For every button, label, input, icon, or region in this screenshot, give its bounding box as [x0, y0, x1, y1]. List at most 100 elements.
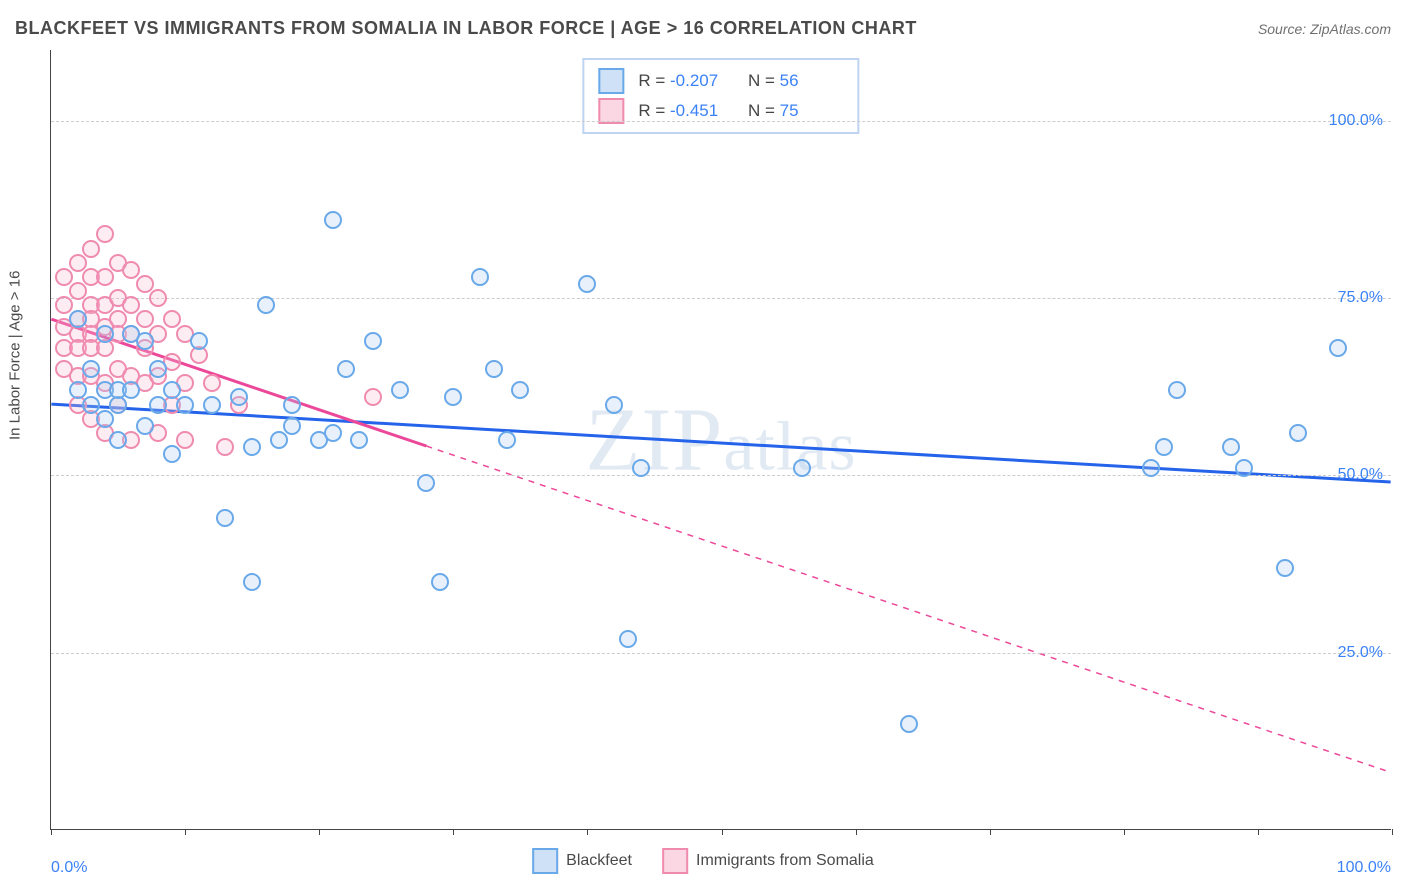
- data-point: [149, 360, 167, 378]
- r-value-2: -0.451: [670, 101, 734, 121]
- data-point: [350, 431, 368, 449]
- data-point: [82, 360, 100, 378]
- data-point: [1155, 438, 1173, 456]
- data-point: [1329, 339, 1347, 357]
- data-point: [203, 396, 221, 414]
- data-point: [605, 396, 623, 414]
- source-label: Source: ZipAtlas.com: [1258, 21, 1391, 37]
- legend-swatch-2: [662, 848, 688, 874]
- legend-bottom: Blackfeet Immigrants from Somalia: [532, 848, 874, 874]
- data-point: [216, 509, 234, 527]
- xtick-label-min: 0.0%: [51, 859, 87, 877]
- data-point: [793, 459, 811, 477]
- data-point: [190, 332, 208, 350]
- data-point: [122, 296, 140, 314]
- legend-label-1: Blackfeet: [566, 852, 632, 870]
- plot-area: ZIPatlas R = -0.207 N = 56 R = -0.451 N …: [50, 50, 1391, 830]
- data-point: [149, 396, 167, 414]
- stats-row-1: R = -0.207 N = 56: [598, 66, 843, 96]
- r-label-2: R =: [638, 101, 665, 120]
- legend-label-2: Immigrants from Somalia: [696, 852, 874, 870]
- n-label-1: N =: [748, 71, 775, 90]
- swatch-series-1: [598, 68, 624, 94]
- ytick-label: 100.0%: [1329, 112, 1383, 130]
- chart-container: In Labor Force | Age > 16 ZIPatlas R = -…: [15, 50, 1391, 878]
- xtick: [1124, 829, 1125, 835]
- data-point: [485, 360, 503, 378]
- xtick: [990, 829, 991, 835]
- data-point: [511, 381, 529, 399]
- data-point: [243, 438, 261, 456]
- gridline: [51, 653, 1391, 654]
- data-point: [96, 325, 114, 343]
- data-point: [444, 388, 462, 406]
- data-point: [578, 275, 596, 293]
- xtick: [1392, 829, 1393, 835]
- data-point: [69, 282, 87, 300]
- data-point: [337, 360, 355, 378]
- data-point: [417, 474, 435, 492]
- data-point: [109, 431, 127, 449]
- data-point: [632, 459, 650, 477]
- data-point: [136, 310, 154, 328]
- data-point: [122, 381, 140, 399]
- data-point: [69, 381, 87, 399]
- data-point: [900, 715, 918, 733]
- data-point: [163, 381, 181, 399]
- data-point: [163, 310, 181, 328]
- ytick-label: 25.0%: [1338, 644, 1383, 662]
- data-point: [257, 296, 275, 314]
- legend-item-2: Immigrants from Somalia: [662, 848, 874, 874]
- xtick: [856, 829, 857, 835]
- data-point: [96, 268, 114, 286]
- legend-item-1: Blackfeet: [532, 848, 632, 874]
- r-value-1: -0.207: [670, 71, 734, 91]
- gridline: [51, 298, 1391, 299]
- data-point: [1276, 559, 1294, 577]
- data-point: [230, 388, 248, 406]
- data-point: [324, 424, 342, 442]
- data-point: [431, 573, 449, 591]
- data-point: [82, 396, 100, 414]
- data-point: [163, 445, 181, 463]
- stats-legend-box: R = -0.207 N = 56 R = -0.451 N = 75: [582, 58, 859, 134]
- data-point: [1289, 424, 1307, 442]
- data-point: [364, 332, 382, 350]
- data-point: [619, 630, 637, 648]
- data-point: [216, 438, 234, 456]
- xtick: [1258, 829, 1259, 835]
- data-point: [69, 254, 87, 272]
- xtick: [185, 829, 186, 835]
- data-point: [498, 431, 516, 449]
- data-point: [283, 396, 301, 414]
- xtick: [51, 829, 52, 835]
- n-value-2: 75: [780, 101, 844, 121]
- ytick-label: 75.0%: [1338, 289, 1383, 307]
- xtick-label-max: 100.0%: [1337, 859, 1391, 877]
- data-point: [1235, 459, 1253, 477]
- r-label-1: R =: [638, 71, 665, 90]
- data-point: [149, 289, 167, 307]
- n-value-1: 56: [780, 71, 844, 91]
- gridline: [51, 121, 1391, 122]
- data-point: [82, 240, 100, 258]
- ytick-label: 50.0%: [1338, 466, 1383, 484]
- data-point: [243, 573, 261, 591]
- data-point: [136, 332, 154, 350]
- xtick: [722, 829, 723, 835]
- data-point: [96, 410, 114, 428]
- data-point: [1222, 438, 1240, 456]
- data-point: [324, 211, 342, 229]
- data-point: [136, 275, 154, 293]
- xtick: [453, 829, 454, 835]
- data-point: [176, 396, 194, 414]
- data-point: [69, 310, 87, 328]
- gridline: [51, 475, 1391, 476]
- n-label-2: N =: [748, 101, 775, 120]
- data-point: [283, 417, 301, 435]
- data-point: [1142, 459, 1160, 477]
- data-point: [176, 431, 194, 449]
- chart-title: BLACKFEET VS IMMIGRANTS FROM SOMALIA IN …: [15, 18, 917, 39]
- data-point: [471, 268, 489, 286]
- data-point: [270, 431, 288, 449]
